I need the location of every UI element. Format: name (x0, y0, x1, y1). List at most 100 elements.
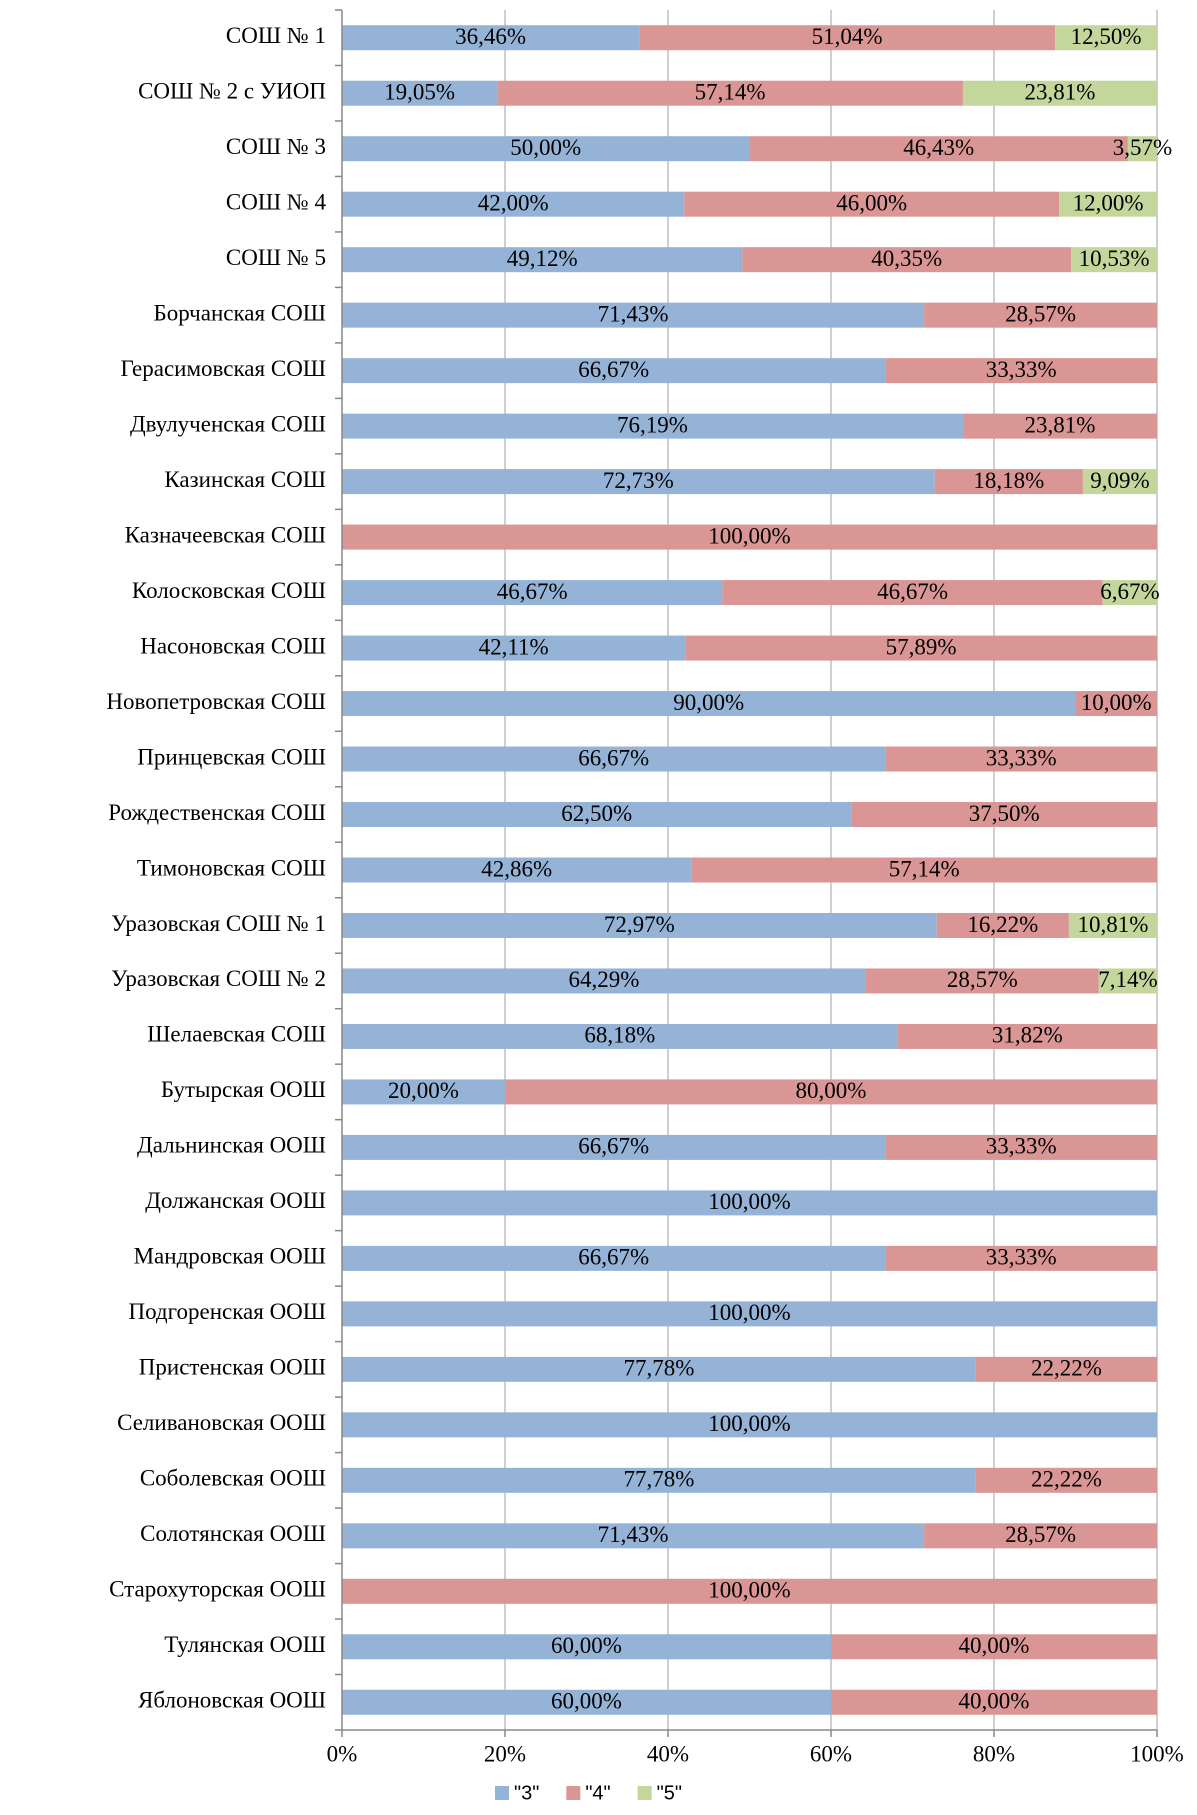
legend-label: "4" (585, 1782, 610, 1804)
legend-swatch (637, 1786, 652, 1800)
x-tick-label: 0% (327, 1741, 358, 1766)
data-label: 66,67% (578, 357, 649, 382)
bar-segment (831, 1634, 1157, 1660)
data-label: 20,00% (388, 1078, 459, 1103)
bar-segment (722, 580, 1103, 606)
bar-segment (851, 802, 1157, 828)
data-label: 40,00% (959, 1689, 1030, 1714)
y-tick-label: Должанская ООШ (145, 1188, 326, 1213)
data-label: 62,50% (561, 801, 632, 826)
y-tick-label: Рождественская СОШ (108, 800, 326, 825)
bar-segment (342, 802, 852, 828)
bar-segment (1082, 469, 1157, 495)
bar-segment (342, 247, 743, 273)
bar-segment (1102, 580, 1158, 606)
legend-label: "3" (514, 1782, 539, 1804)
y-tick-label: Бутырская ООШ (161, 1077, 326, 1102)
y-tick-label: Дальнинская ООШ (137, 1133, 326, 1158)
bar-segment (342, 691, 1076, 717)
data-label: 80,00% (796, 1078, 867, 1103)
bar-segment (342, 635, 686, 661)
data-label: 23,81% (1025, 80, 1096, 105)
data-label: 71,43% (598, 1522, 669, 1547)
bar-segment (342, 80, 498, 106)
bar-segment (885, 1134, 1157, 1160)
data-label: 77,78% (623, 1356, 694, 1381)
y-tick-label: Колосковская СОШ (132, 578, 326, 603)
bar-segment (342, 191, 685, 217)
x-tick-label: 20% (484, 1741, 526, 1766)
data-label: 12,50% (1071, 24, 1142, 49)
bar-segment (924, 1523, 1157, 1549)
bar-segment (342, 25, 640, 51)
y-tick-label: Тулянская ООШ (164, 1632, 326, 1657)
y-tick-label: Казинская СОШ (164, 467, 326, 492)
bar-segment (342, 1245, 886, 1271)
data-label: 57,14% (695, 80, 766, 105)
bar-segment (1068, 912, 1157, 938)
data-label: 100,00% (708, 1189, 790, 1214)
data-label: 10,53% (1079, 246, 1150, 271)
data-label: 71,43% (598, 301, 669, 326)
data-label: 60,00% (551, 1689, 622, 1714)
y-tick-label: Старохуторская ООШ (109, 1577, 326, 1602)
data-label: 18,18% (973, 468, 1044, 493)
y-tick-label: Подгоренская ООШ (128, 1299, 326, 1324)
bar-segment (749, 136, 1128, 162)
bar-segment (831, 1689, 1157, 1715)
y-tick-label: Уразовская СОШ № 1 (111, 911, 326, 936)
data-label: 7,14% (1098, 967, 1157, 992)
y-tick-label: Казначеевская СОШ (125, 522, 326, 547)
data-label: 23,81% (1025, 412, 1096, 437)
bar-segment (885, 358, 1157, 384)
data-label: 46,00% (836, 190, 907, 215)
data-label: 3,57% (1113, 135, 1172, 160)
bar-segment (505, 1079, 1157, 1105)
data-label: 31,82% (992, 1023, 1063, 1048)
bar-segment (342, 1412, 1157, 1438)
y-tick-label: Селивановская ООШ (117, 1410, 326, 1435)
bar-segment (342, 358, 886, 384)
data-label: 33,33% (986, 1245, 1057, 1270)
legend-label: "5" (657, 1782, 682, 1804)
data-label: 19,05% (384, 80, 455, 105)
bar-segment (975, 1356, 1157, 1382)
bar-segment (342, 912, 937, 938)
x-tick-label: 100% (1130, 1741, 1184, 1766)
data-label: 10,00% (1081, 690, 1152, 715)
bar-segment (342, 1634, 831, 1660)
bar-segment (885, 1245, 1157, 1271)
y-tick-label: Тимоновская СОШ (137, 855, 326, 880)
bar-segment (342, 746, 886, 772)
data-label: 40,35% (871, 246, 942, 271)
bar-segment (962, 80, 1157, 106)
data-label: 66,67% (578, 745, 649, 770)
data-label: 22,22% (1031, 1356, 1102, 1381)
y-tick-label: Двулученская СОШ (130, 411, 326, 436)
y-tick-label: Уразовская СОШ № 2 (111, 966, 326, 991)
data-label: 42,11% (479, 634, 549, 659)
legend-swatch (566, 1786, 581, 1800)
y-tick-label: Соболевская ООШ (140, 1466, 326, 1491)
y-tick-label: Шелаевская СОШ (147, 1022, 326, 1047)
data-label: 57,14% (889, 856, 960, 881)
data-label: 57,89% (886, 634, 957, 659)
bar-segment (691, 857, 1157, 883)
bar-segment (975, 1467, 1157, 1493)
y-tick-label: СОШ № 1 (226, 23, 326, 48)
bar-segment (1059, 191, 1157, 217)
y-tick-label: Принцевская СОШ (137, 744, 326, 769)
x-tick-label: 40% (647, 1741, 689, 1766)
data-label: 68,18% (584, 1023, 655, 1048)
bar-segment (865, 968, 1099, 994)
bar-segment (342, 302, 925, 328)
data-label: 42,86% (481, 856, 552, 881)
data-label: 77,78% (623, 1467, 694, 1492)
data-label: 64,29% (569, 967, 640, 992)
data-label: 6,67% (1100, 579, 1159, 604)
data-label: 46,43% (903, 135, 974, 160)
data-label: 100,00% (708, 1300, 790, 1325)
bar-segment (1071, 247, 1157, 273)
bar-segment (897, 1023, 1157, 1049)
data-label: 33,33% (986, 1134, 1057, 1159)
